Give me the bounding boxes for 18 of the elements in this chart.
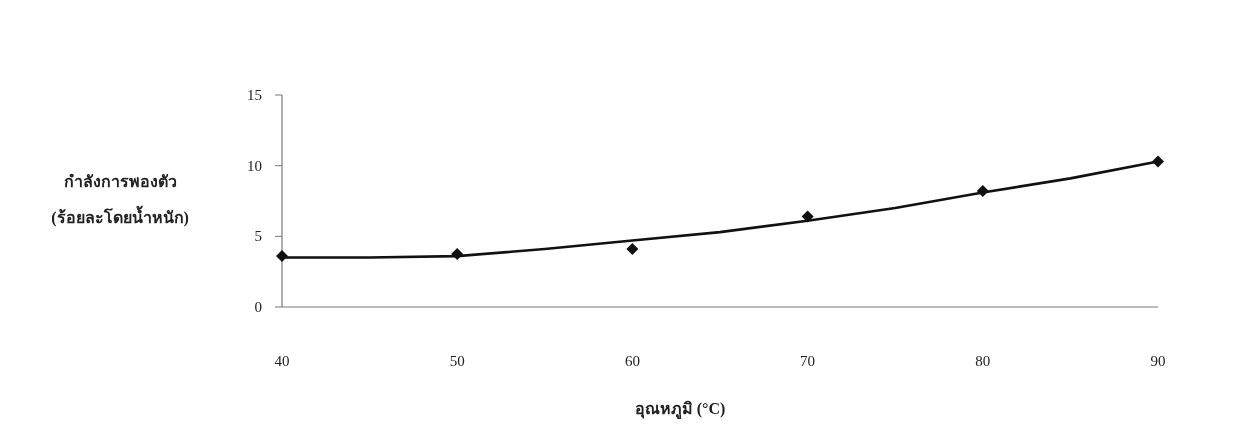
x-tick-label: 50: [449, 353, 465, 369]
point: [976, 185, 989, 198]
x-tick-label: 90: [1150, 353, 1166, 369]
x-tick-label: 40: [274, 353, 290, 369]
x-tick-label: 70: [800, 353, 816, 369]
point: [801, 210, 814, 223]
y-tick-label: 5: [254, 228, 262, 245]
y-tick-label: 0: [254, 299, 262, 315]
point: [1152, 155, 1164, 168]
x-tick-label: 80: [975, 353, 991, 369]
y-tick-label: 10: [247, 157, 262, 174]
x-axis-title: อุณหภูมิ (°C): [634, 400, 726, 420]
point: [451, 248, 464, 260]
point: [626, 243, 639, 256]
point: [276, 250, 288, 263]
y-tick-label: 15: [247, 87, 262, 103]
x-tick-label: 60: [624, 353, 640, 369]
y-axis-title: กำลังการพองตัว (ร้อยละโดยน้ำหนัก): [51, 173, 189, 227]
